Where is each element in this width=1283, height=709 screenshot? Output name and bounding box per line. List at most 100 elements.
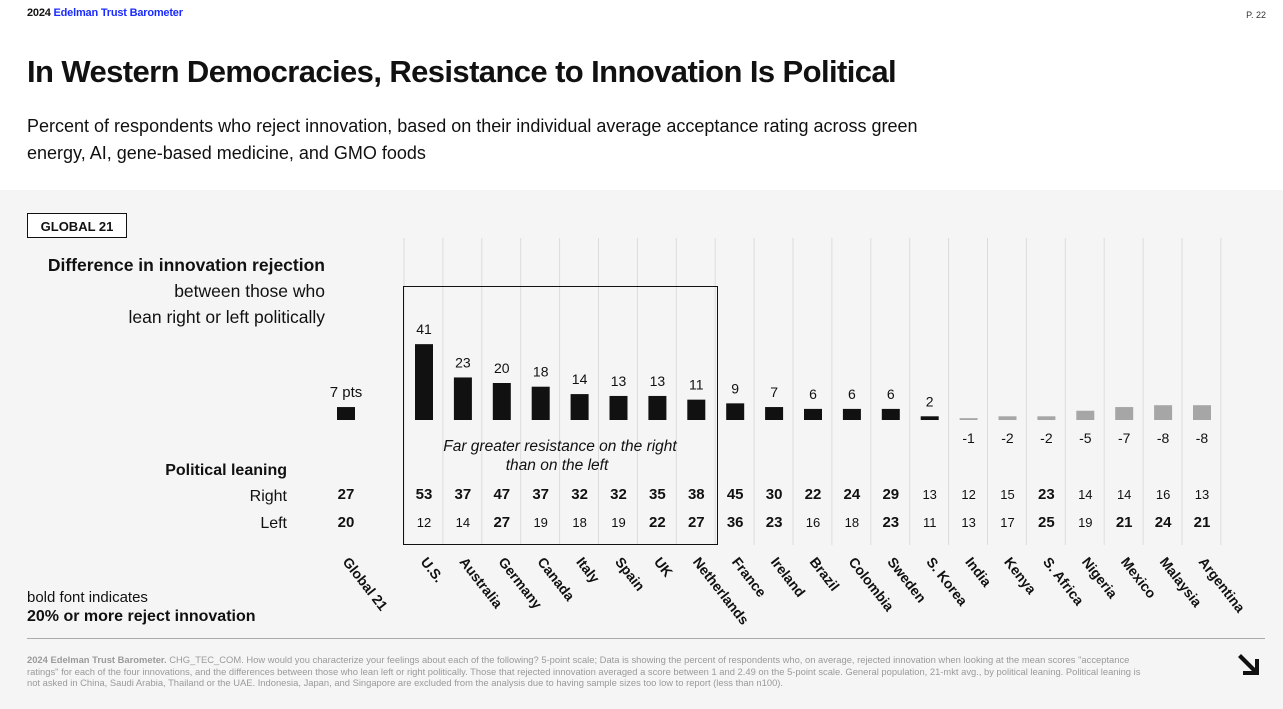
value-label: 20 (494, 360, 510, 376)
right-value: 37 (455, 486, 472, 503)
bar (959, 418, 978, 420)
footnote-text: CHG_TEC_COM. How would you characterize … (27, 654, 1141, 688)
bar (920, 416, 939, 420)
value-label: 6 (848, 386, 856, 402)
chart-panel (0, 190, 1283, 709)
category-label: Mexico (1118, 554, 1160, 601)
page-number: P. 22 (1246, 10, 1266, 20)
value-label: -2 (1001, 430, 1014, 446)
bar (1154, 405, 1173, 420)
left-value: 36 (727, 514, 744, 531)
bar (726, 403, 745, 420)
category-label: Kenya (1001, 554, 1040, 597)
left-value: 23 (766, 514, 783, 531)
left-value: 19 (611, 515, 625, 530)
right-value: 12 (961, 487, 975, 502)
left-value: 27 (493, 514, 510, 531)
left-value: 11 (923, 515, 937, 530)
value-label: 18 (533, 364, 549, 380)
right-value: 45 (727, 486, 744, 503)
bold-note-line-2: 20% or more reject innovation (27, 608, 256, 625)
bar (492, 383, 511, 420)
value-label: 6 (809, 386, 817, 402)
row-label-right: Right (249, 488, 287, 505)
right-value: 15 (1000, 487, 1014, 502)
bar (804, 408, 822, 420)
right-value: 29 (882, 486, 899, 503)
row-label-left: Left (260, 515, 287, 532)
bar (648, 395, 667, 420)
footnote-lead: 2024 Edelman Trust Barometer. (27, 654, 167, 665)
box-annotation-line-1: Far greater resistance on the right (443, 438, 677, 455)
left-value: 23 (882, 514, 899, 531)
bar (998, 416, 1017, 420)
left-value: 16 (806, 515, 820, 530)
bar (531, 386, 550, 420)
right-value: 37 (532, 486, 549, 503)
category-label: Argentina (1196, 554, 1249, 616)
right-value: 32 (610, 486, 627, 503)
bold-note-line-1: bold font indicates (27, 589, 148, 606)
value-label: 7 (770, 384, 778, 400)
category-label: U.S. (418, 554, 447, 585)
right-value: 47 (493, 486, 510, 503)
bar (881, 408, 900, 420)
category-label: Italy (573, 554, 603, 586)
page-subtitle: Percent of respondents who reject innova… (27, 116, 918, 163)
description-line-2: between those who (174, 281, 325, 301)
left-value: 27 (688, 514, 705, 531)
left-value: 19 (1078, 515, 1092, 530)
left-value: 21 (1116, 514, 1133, 531)
bar (765, 407, 784, 420)
chart-description: Difference in innovation rejection betwe… (48, 252, 325, 330)
left-value: 19 (533, 515, 547, 530)
grid-lines (403, 238, 1222, 545)
value-label: 11 (689, 377, 704, 393)
right-value: 16 (1156, 487, 1170, 502)
bar (1115, 407, 1134, 420)
left-value: 18 (845, 515, 859, 530)
value-label: 41 (416, 321, 432, 337)
value-label: 23 (455, 354, 471, 370)
bar (1193, 405, 1211, 420)
description-line-3: lean right or left politically (128, 307, 325, 327)
right-value: 14 (1117, 487, 1131, 502)
category-label: Brazil (807, 554, 843, 594)
global-badge: GLOBAL 21 (27, 213, 127, 238)
value-label: 7 pts (330, 384, 363, 401)
left-value: 14 (456, 515, 470, 530)
right-value: 27 (338, 486, 355, 503)
category-label: France (729, 554, 770, 600)
report-year: 2024 (27, 7, 51, 19)
right-value: 38 (688, 486, 705, 503)
arrow-down-right-icon[interactable] (1238, 650, 1266, 678)
left-value: 20 (338, 514, 355, 531)
right-value: 53 (416, 486, 433, 503)
value-labels: 7 pts 41 23 20 18 14 13 13 11 9 7 6 6 6 2 -1 -2 -2 -5 -7 -8 -… (330, 321, 1209, 446)
category-label: Global 21 (340, 554, 392, 614)
bar (842, 408, 861, 420)
category-labels: Global 21 U.S. AustraliaGermanyCanadaItaly… (340, 554, 1249, 628)
bars (337, 344, 1211, 420)
right-value: 13 (1195, 487, 1209, 502)
left-value: 24 (1155, 514, 1172, 531)
page-title: In Western Democracies, Resistance to In… (27, 54, 897, 89)
bar (415, 344, 433, 420)
value-label: 2 (926, 393, 934, 409)
category-label: Spain (612, 554, 648, 594)
value-label: 6 (887, 386, 895, 402)
value-label: -8 (1196, 430, 1209, 446)
category-label: India (962, 554, 995, 590)
left-value: 21 (1194, 514, 1211, 531)
value-label: -7 (1118, 430, 1131, 446)
bar (1076, 410, 1095, 420)
bar (453, 377, 472, 420)
value-label: -1 (962, 430, 975, 446)
right-value: 24 (844, 486, 861, 503)
bar (337, 407, 355, 420)
political-leaning-title: Political leaning (165, 462, 287, 479)
report-header: 2024 Edelman Trust Barometer (27, 7, 183, 19)
leaning-table: 27 20 53 12 37 14 47 27 37 19 32 18 32 19 35 22 38 27 45 36… (338, 486, 1211, 531)
value-label: -2 (1040, 430, 1053, 446)
